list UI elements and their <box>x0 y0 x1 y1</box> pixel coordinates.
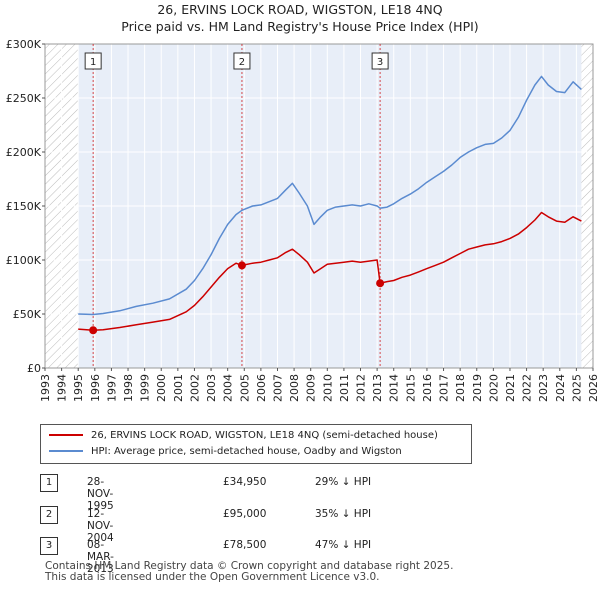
y-tick-label: £150K <box>6 200 42 213</box>
transaction-label-box-2 <box>233 52 251 70</box>
x-tick-label: 2015 <box>404 374 417 402</box>
x-tick-label: 2024 <box>554 374 567 402</box>
x-tick-label: 2004 <box>222 374 235 402</box>
legend-swatch-property <box>49 434 83 436</box>
legend-label-hpi: HPI: Average price, semi-detached house,… <box>91 446 402 457</box>
x-tick-label: 2006 <box>255 374 268 402</box>
x-tick-label: 1996 <box>89 374 102 402</box>
x-tick-label: 2013 <box>371 374 384 402</box>
y-tick-label: £200K <box>6 146 42 159</box>
x-tick-label: 2008 <box>288 374 301 402</box>
x-tick-label: 1998 <box>122 374 135 402</box>
x-tick-label: 2026 <box>587 374 600 402</box>
x-tick-label: 2012 <box>355 374 368 402</box>
transaction-price: £95,000 <box>223 508 267 520</box>
transaction-date: 08-MAR-2013 <box>87 539 114 575</box>
chart-title: 26, ERVINS LOCK ROAD, WIGSTON, LE18 4NQ <box>157 2 443 17</box>
x-tick-label: 2018 <box>454 374 467 402</box>
transaction-badge: 3 <box>40 537 58 555</box>
y-tick-label: £100K <box>6 254 42 267</box>
transaction-badge: 1 <box>40 474 58 492</box>
x-tick-label: 1994 <box>56 374 69 402</box>
footer-attribution: Contains HM Land Registry data © Crown c… <box>45 561 453 583</box>
x-tick-label: 2007 <box>271 374 284 402</box>
x-tick-label: 1993 <box>39 374 52 402</box>
transaction-price: £34,950 <box>223 476 267 488</box>
series-line-property <box>78 211 582 332</box>
x-tick-label: 2002 <box>188 374 201 402</box>
y-tick-label: £0 <box>27 362 41 375</box>
transaction-marker-2 <box>237 261 246 270</box>
x-tick-label: 2011 <box>338 374 351 402</box>
y-tick-label: £250K <box>6 92 42 105</box>
footer-line-1: Contains HM Land Registry data © Crown c… <box>45 560 454 572</box>
x-tick-label: 2009 <box>305 374 318 402</box>
y-tick-label: £300K <box>6 38 42 51</box>
x-tick-label: 2016 <box>421 374 434 402</box>
x-tick-label: 1999 <box>139 374 152 402</box>
transaction-marker-3 <box>376 279 385 288</box>
x-tick-label: 2001 <box>172 374 185 402</box>
transaction-badge: 2 <box>40 506 58 524</box>
x-tick-label: 2003 <box>205 374 218 402</box>
legend-item-hpi: HPI: Average price, semi-detached house,… <box>49 446 402 457</box>
transaction-label-1: 1 <box>90 57 96 68</box>
x-tick-label: 2019 <box>471 374 484 402</box>
legend-item-property: 26, ERVINS LOCK ROAD, WIGSTON, LE18 4NQ … <box>49 430 438 441</box>
transaction-hpi-diff: 35% ↓ HPI <box>315 508 372 520</box>
x-tick-label: 2014 <box>388 374 401 402</box>
transaction-marker-1 <box>89 326 98 335</box>
y-tick-label: £50K <box>13 308 42 321</box>
chart-subtitle: Price paid vs. HM Land Registry's House … <box>121 19 479 34</box>
footer-line-2: This data is licensed under the Open Gov… <box>45 571 380 583</box>
x-tick-label: 2021 <box>504 374 517 402</box>
transaction-price: £78,500 <box>223 539 267 551</box>
x-tick-label: 2010 <box>321 374 334 402</box>
chart-legend: 26, ERVINS LOCK ROAD, WIGSTON, LE18 4NQ … <box>40 424 472 464</box>
x-tick-label: 2000 <box>155 374 168 402</box>
transaction-label-3: 3 <box>377 57 383 68</box>
transaction-hpi-diff: 47% ↓ HPI <box>315 539 372 551</box>
series-line-hpi <box>78 75 582 316</box>
legend-swatch-hpi <box>49 450 83 452</box>
x-tick-label: 1995 <box>72 374 85 402</box>
transaction-date: 28-NOV-1995 <box>87 476 114 512</box>
transaction-label-box-1 <box>84 52 102 70</box>
x-tick-label: 2025 <box>570 374 583 402</box>
transaction-label-2: 2 <box>239 57 245 68</box>
transaction-hpi-diff: 29% ↓ HPI <box>315 476 372 488</box>
x-tick-label: 2023 <box>537 374 550 402</box>
x-tick-label: 2022 <box>521 374 534 402</box>
x-tick-label: 1997 <box>105 374 118 402</box>
x-tick-label: 2017 <box>438 374 451 402</box>
transaction-date: 12-NOV-2004 <box>87 508 114 544</box>
x-tick-label: 2005 <box>238 374 251 402</box>
transaction-label-box-3 <box>371 52 389 70</box>
legend-label-property: 26, ERVINS LOCK ROAD, WIGSTON, LE18 4NQ … <box>91 430 438 441</box>
x-tick-label: 2020 <box>487 374 500 402</box>
